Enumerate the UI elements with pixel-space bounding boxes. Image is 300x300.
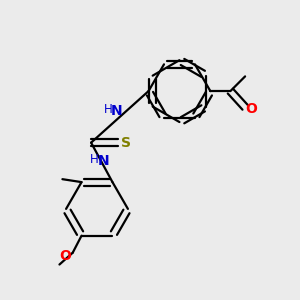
Text: N: N (111, 104, 123, 118)
Text: S: S (121, 136, 131, 150)
Text: N: N (98, 154, 109, 168)
Text: H: H (90, 153, 99, 166)
Text: O: O (59, 249, 71, 263)
Text: O: O (246, 102, 257, 116)
Text: H: H (104, 103, 112, 116)
